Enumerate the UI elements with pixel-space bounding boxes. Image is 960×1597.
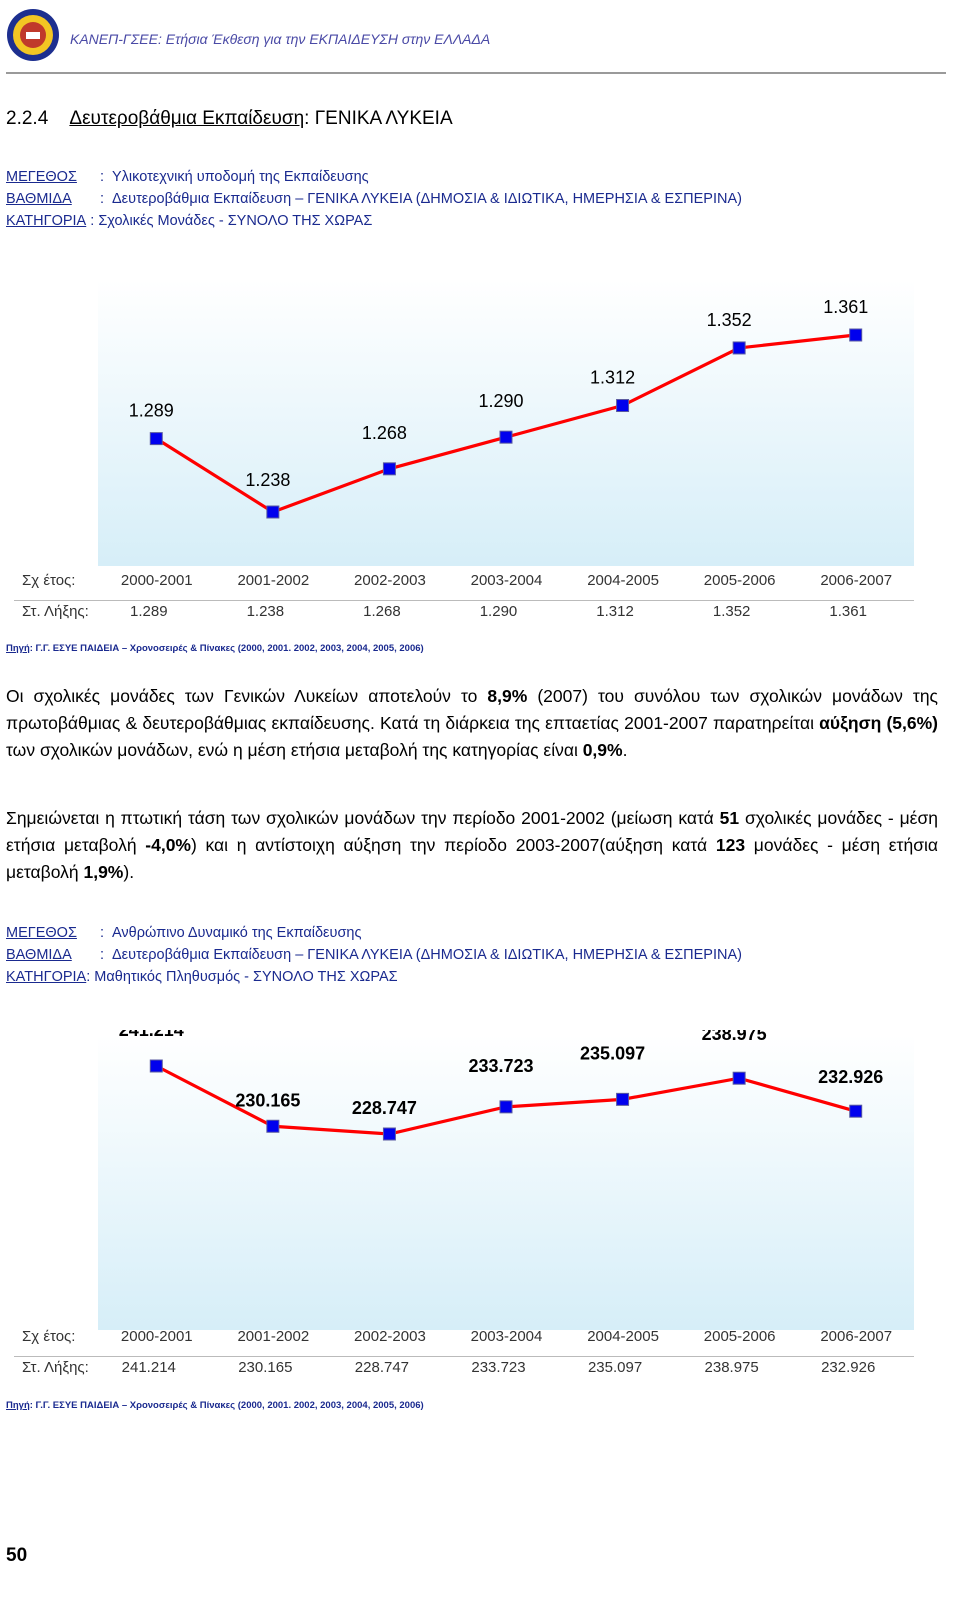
table-cell-year: 2001-2002 [237,572,310,589]
vathmida-key: ΒΑΘΜΙΔΑ [6,191,72,207]
page-number: 50 [6,1545,28,1566]
data-label: 1.268 [362,423,407,443]
table-cell-year: 2004-2005 [587,572,659,589]
data-point [382,1127,396,1141]
data-label: 1.352 [707,310,752,330]
table-cell-value: 1.238 [246,603,285,620]
header-divider [6,72,946,74]
table-row-years: Σχ έτος: 2000-2001 2001-2002 2002-2003 2003-… [14,572,934,598]
katigoria-value: Σχολικές Μονάδες - ΣΥΝΟΛΟ ΤΗΣ ΧΩΡΑΣ [98,213,373,229]
table-cell-year: 2003-2004 [470,1328,543,1345]
data-label: 1.238 [245,470,290,490]
table-cell-year: 2002-2003 [354,572,426,589]
vathmida-value: Δευτεροβάθμια Εκπαίδευση – ΓΕΝΙΚΑ ΛΥΚΕΙΑ… [112,947,742,963]
data-label: 238.975 [702,1030,767,1044]
data-label: 1.312 [590,368,635,388]
table-cell-value: 233.723 [471,1359,526,1376]
table-label-year: Σχ έτος: [22,1328,76,1345]
table-cell-year: 2006-2007 [820,1328,893,1345]
data-point [382,462,396,476]
data-label: 232.926 [818,1067,883,1087]
header-title: ΚΑΝΕΠ-ΓΣΕΕ: Ετήσια Έκθεση για την ΕΚΠΑΙΔ… [70,31,491,47]
table-cell-year: 2002-2003 [354,1328,426,1345]
data-point [849,1104,863,1118]
meta-block-2: ΜΕΓΕΘΟΣ: Ανθρώπινο Δυναμικό της Εκπαίδευσ… [6,922,742,988]
data-label: 235.097 [580,1043,645,1063]
data-point [149,432,163,446]
vathmida-value: Δευτεροβάθμια Εκπαίδευση – ΓΕΝΙΚΑ ΛΥΚΕΙΑ… [112,191,742,207]
data-label: 228.747 [352,1098,417,1118]
table-cell-year: 2005-2006 [703,572,776,589]
source-note-1: Πηγή: Γ.Γ. ΕΣΥΕ ΠΑΙΔΕΙΑ – Χρονοσειρές & … [6,643,424,654]
table-cell-value: 1.290 [479,603,518,620]
megethos-key: ΜΕΓΕΘΟΣ [6,925,77,941]
data-label: 1.289 [129,401,174,421]
megethos-key: ΜΕΓΕΘΟΣ [6,169,77,185]
data-label: 230.165 [235,1090,300,1110]
table-cell-year: 2006-2007 [820,572,893,589]
katigoria-key: ΚΑΤΗΓΟΡΙΑ [6,969,87,985]
table-row-values: Στ. Λήξης: 241.214 230.165 228.747 233.723 23… [14,1359,934,1385]
table-divider [14,600,914,601]
table-row-years: Σχ έτος: 2000-2001 2001-2002 2002-2003 2003-… [14,1328,934,1354]
paragraph-2: Σημειώνεται η πτωτική τάση των σχολικών … [6,808,939,882]
data-point [266,1119,280,1133]
source-note-2: Πηγή: Γ.Γ. ΕΣΥΕ ΠΑΙΔΕΙΑ – Χρονοσειρές & … [6,1400,424,1411]
plot-area [98,280,914,566]
table-row-values: Στ. Λήξης: 1.289 1.238 1.268 1.290 1.312 1.352… [14,603,934,629]
data-point [149,1059,163,1073]
section-title-underlined: Δευτεροβάθμια Εκπαίδευση [69,108,305,129]
table-cell-value: 1.361 [829,603,867,620]
table-cell-value: 1.352 [712,603,751,620]
table-label-year: Σχ έτος: [22,572,76,589]
table-cell-year: 2000-2001 [120,572,193,589]
paragraph-1: Οι σχολικές μονάδες των Γενικών Λυκείων … [6,686,938,760]
table-cell-value: 1.312 [596,603,634,620]
table-cell-year: 2003-2004 [470,572,543,589]
logo [6,8,60,62]
table-label-value: Στ. Λήξης: [22,1359,89,1376]
data-point [616,1092,630,1106]
megethos-value: Ανθρώπινο Δυναμικό της Εκπαίδευσης [112,925,362,941]
data-point [499,1100,513,1114]
data-label: 241.214 [119,1030,184,1040]
data-point [732,1071,746,1085]
megethos-value: Υλικοτεχνική υποδομή της Εκπαίδευσης [112,169,369,185]
section-heading: 2.2.4 Δευτεροβάθμια Εκπαίδευση: ΓΕΝΙΚΑ Λ… [6,108,453,130]
data-label: 1.290 [478,391,523,411]
table-cell-year: 2000-2001 [120,1328,193,1345]
data-point [732,341,746,355]
table-cell-year: 2004-2005 [587,1328,659,1345]
table-cell-value: 232.926 [821,1359,876,1376]
katigoria-value: Μαθητικός Πληθυσμός - ΣΥΝΟΛΟ ΤΗΣ ΧΩΡΑΣ [94,969,398,985]
table-cell-value: 1.268 [363,603,401,620]
data-point [616,399,630,413]
chart-school-units: 1.289 1.238 1.268 1.290 1.312 1.352 1.361 [98,280,914,566]
data-point [499,430,513,444]
data-point [266,505,280,519]
chart-student-population: 241.214 230.165 228.747 233.723 235.097 238.9… [98,1030,914,1330]
meta-block-1: ΜΕΓΕΘΟΣ: Υλικοτεχνική υποδομή της Εκπαίδε… [6,166,742,232]
plot-area [98,1035,914,1330]
table-cell-value: 241.214 [121,1359,176,1376]
data-label: 1.361 [823,297,868,317]
table-cell-value: 230.165 [238,1359,293,1376]
data-label: 233.723 [468,1056,533,1076]
table-cell-year: 2005-2006 [703,1328,776,1345]
table-divider [14,1356,914,1357]
table-cell-value: 1.289 [130,603,168,620]
vathmida-key: ΒΑΘΜΙΔΑ [6,947,72,963]
section-title-rest: : ΓΕΝΙΚΑ ΛΥΚΕΙΑ [304,108,453,129]
table-label-value: Στ. Λήξης: [22,603,89,620]
section-number: 2.2.4 [6,108,49,129]
table-cell-value: 235.097 [587,1359,643,1376]
table-cell-year: 2001-2002 [237,1328,310,1345]
table-cell-value: 228.747 [354,1359,410,1376]
table-cell-value: 238.975 [704,1359,759,1376]
katigoria-key: ΚΑΤΗΓΟΡΙΑ [6,213,87,229]
data-point [849,328,863,342]
